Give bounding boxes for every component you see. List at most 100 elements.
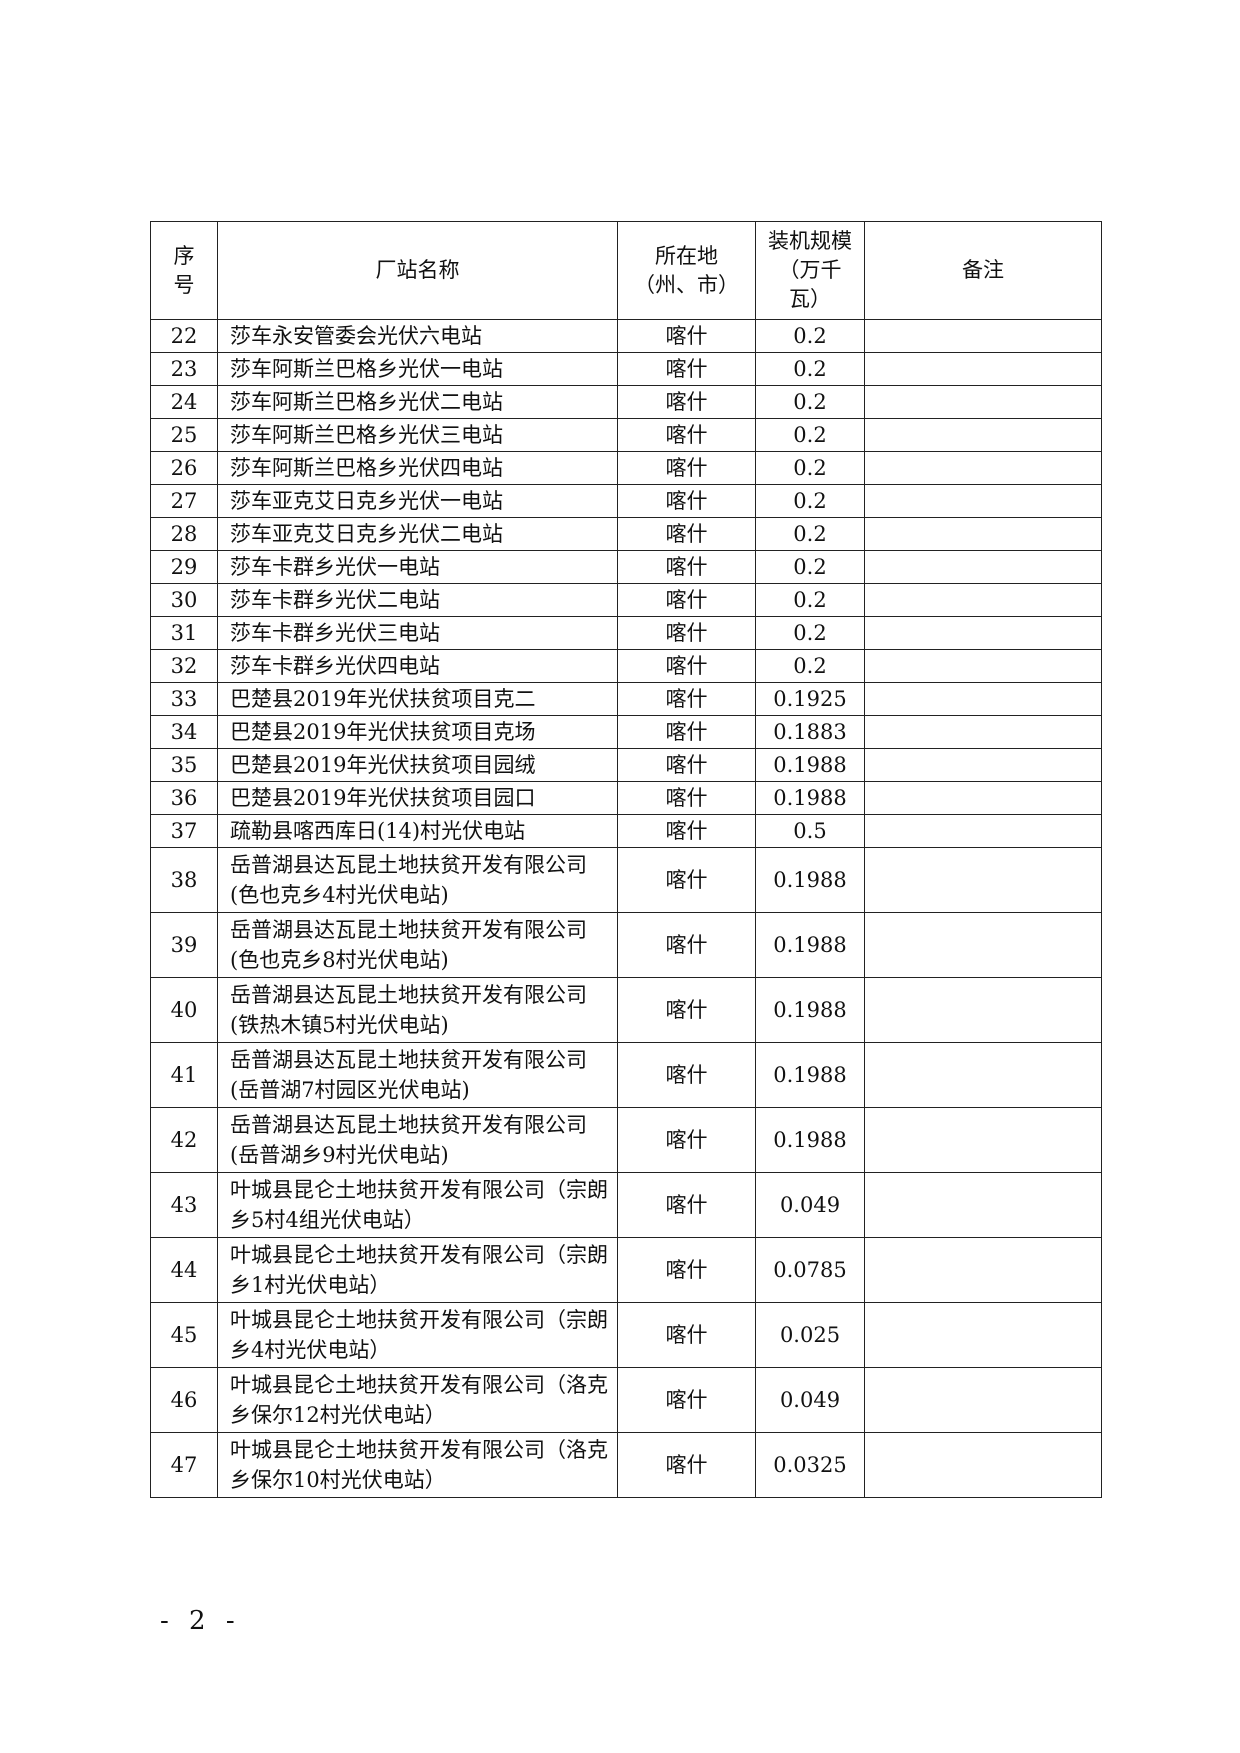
row-remark (864, 715, 1102, 749)
row-remark (864, 319, 1102, 353)
table-row: 24 莎车阿斯兰巴格乡光伏二电站 喀什 0.2 (150, 385, 1102, 419)
row-remark (864, 682, 1102, 716)
row-capacity: 0.1988 (755, 748, 865, 782)
row-name: 疏勒县喀西库日(14)村光伏电站 (217, 814, 618, 848)
row-name: 莎车卡群乡光伏二电站 (217, 583, 618, 617)
row-capacity: 0.1988 (755, 1042, 865, 1108)
row-no: 22 (150, 319, 218, 353)
row-no: 47 (150, 1432, 218, 1498)
row-no: 29 (150, 550, 218, 584)
row-name: 叶城县昆仑土地扶贫开发有限公司（宗朗乡4村光伏电站） (217, 1302, 618, 1368)
row-no: 37 (150, 814, 218, 848)
row-location: 喀什 (617, 1432, 756, 1498)
table-row: 26 莎车阿斯兰巴格乡光伏四电站 喀什 0.2 (150, 451, 1102, 485)
row-capacity: 0.2 (755, 583, 865, 617)
table-row: 47 叶城县昆仑土地扶贫开发有限公司（洛克乡保尔10村光伏电站） 喀什 0.0325 (150, 1432, 1102, 1498)
row-location: 喀什 (617, 319, 756, 353)
row-name: 莎车阿斯兰巴格乡光伏一电站 (217, 352, 618, 386)
row-no: 23 (150, 352, 218, 386)
table-row: 43 叶城县昆仑土地扶贫开发有限公司（宗朗乡5村4组光伏电站） 喀什 0.049 (150, 1172, 1102, 1238)
row-capacity: 0.025 (755, 1302, 865, 1368)
row-location: 喀什 (617, 451, 756, 485)
row-remark (864, 1302, 1102, 1368)
row-name: 叶城县昆仑土地扶贫开发有限公司（宗朗乡1村光伏电站） (217, 1237, 618, 1303)
row-location: 喀什 (617, 484, 756, 518)
row-location: 喀什 (617, 977, 756, 1043)
row-capacity: 0.049 (755, 1367, 865, 1433)
row-remark (864, 1107, 1102, 1173)
row-remark (864, 912, 1102, 978)
row-no: 41 (150, 1042, 218, 1108)
header-name: 厂站名称 (217, 221, 618, 320)
row-remark (864, 649, 1102, 683)
row-location: 喀什 (617, 847, 756, 913)
table-row: 35 巴楚县2019年光伏扶贫项目园绒 喀什 0.1988 (150, 748, 1102, 782)
row-location: 喀什 (617, 814, 756, 848)
row-capacity: 0.2 (755, 352, 865, 386)
row-no: 33 (150, 682, 218, 716)
row-capacity: 0.1925 (755, 682, 865, 716)
row-location: 喀什 (617, 1367, 756, 1433)
row-no: 38 (150, 847, 218, 913)
row-no: 27 (150, 484, 218, 518)
row-location: 喀什 (617, 517, 756, 551)
row-location: 喀什 (617, 748, 756, 782)
row-location: 喀什 (617, 1042, 756, 1108)
row-capacity: 0.2 (755, 550, 865, 584)
table-row: 44 叶城县昆仑土地扶贫开发有限公司（宗朗乡1村光伏电站） 喀什 0.0785 (150, 1237, 1102, 1303)
row-no: 31 (150, 616, 218, 650)
row-name: 巴楚县2019年光伏扶贫项目克二 (217, 682, 618, 716)
row-capacity: 0.2 (755, 385, 865, 419)
header-capacity: 装机规模（万千瓦） (755, 221, 865, 320)
row-location: 喀什 (617, 352, 756, 386)
row-name: 莎车阿斯兰巴格乡光伏三电站 (217, 418, 618, 452)
row-remark (864, 814, 1102, 848)
page-number: - 2 - (160, 1606, 241, 1636)
table-row: 30 莎车卡群乡光伏二电站 喀什 0.2 (150, 583, 1102, 617)
row-remark (864, 616, 1102, 650)
row-location: 喀什 (617, 1237, 756, 1303)
row-capacity: 0.1883 (755, 715, 865, 749)
row-capacity: 0.0785 (755, 1237, 865, 1303)
row-capacity: 0.1988 (755, 1107, 865, 1173)
row-no: 28 (150, 517, 218, 551)
row-capacity: 0.2 (755, 517, 865, 551)
table-row: 28 莎车亚克艾日克乡光伏二电站 喀什 0.2 (150, 517, 1102, 551)
row-name: 莎车卡群乡光伏三电站 (217, 616, 618, 650)
row-no: 44 (150, 1237, 218, 1303)
power-station-table: 序号 厂站名称 所在地（州、市） 装机规模（万千瓦） 备注 22 莎车永安管委会光… (150, 221, 1102, 1498)
row-location: 喀什 (617, 682, 756, 716)
row-name: 莎车永安管委会光伏六电站 (217, 319, 618, 353)
table-row: 42 岳普湖县达瓦昆土地扶贫开发有限公司(岳普湖乡9村光伏电站) 喀什 0.1988 (150, 1107, 1102, 1173)
row-capacity: 0.0325 (755, 1432, 865, 1498)
row-capacity: 0.1988 (755, 977, 865, 1043)
row-no: 35 (150, 748, 218, 782)
row-no: 43 (150, 1172, 218, 1238)
row-no: 32 (150, 649, 218, 683)
table-row: 46 叶城县昆仑土地扶贫开发有限公司（洛克乡保尔12村光伏电站） 喀什 0.049 (150, 1367, 1102, 1433)
row-remark (864, 517, 1102, 551)
row-capacity: 0.2 (755, 616, 865, 650)
row-capacity: 0.5 (755, 814, 865, 848)
table-row: 41 岳普湖县达瓦昆土地扶贫开发有限公司(岳普湖7村园区光伏电站) 喀什 0.1988 (150, 1042, 1102, 1108)
row-location: 喀什 (617, 385, 756, 419)
row-remark (864, 418, 1102, 452)
table-row: 23 莎车阿斯兰巴格乡光伏一电站 喀什 0.2 (150, 352, 1102, 386)
row-location: 喀什 (617, 616, 756, 650)
row-remark (864, 1432, 1102, 1498)
table-row: 27 莎车亚克艾日克乡光伏一电站 喀什 0.2 (150, 484, 1102, 518)
row-location: 喀什 (617, 418, 756, 452)
row-name: 岳普湖县达瓦昆土地扶贫开发有限公司(岳普湖7村园区光伏电站) (217, 1042, 618, 1108)
row-no: 26 (150, 451, 218, 485)
table-row: 40 岳普湖县达瓦昆土地扶贫开发有限公司(铁热木镇5村光伏电站) 喀什 0.1988 (150, 977, 1102, 1043)
table-row: 22 莎车永安管委会光伏六电站 喀什 0.2 (150, 319, 1102, 353)
row-remark (864, 385, 1102, 419)
row-location: 喀什 (617, 781, 756, 815)
row-capacity: 0.1988 (755, 781, 865, 815)
row-no: 39 (150, 912, 218, 978)
row-no: 25 (150, 418, 218, 452)
row-location: 喀什 (617, 1302, 756, 1368)
row-name: 莎车亚克艾日克乡光伏一电站 (217, 484, 618, 518)
row-name: 叶城县昆仑土地扶贫开发有限公司（洛克乡保尔12村光伏电站） (217, 1367, 618, 1433)
row-no: 24 (150, 385, 218, 419)
